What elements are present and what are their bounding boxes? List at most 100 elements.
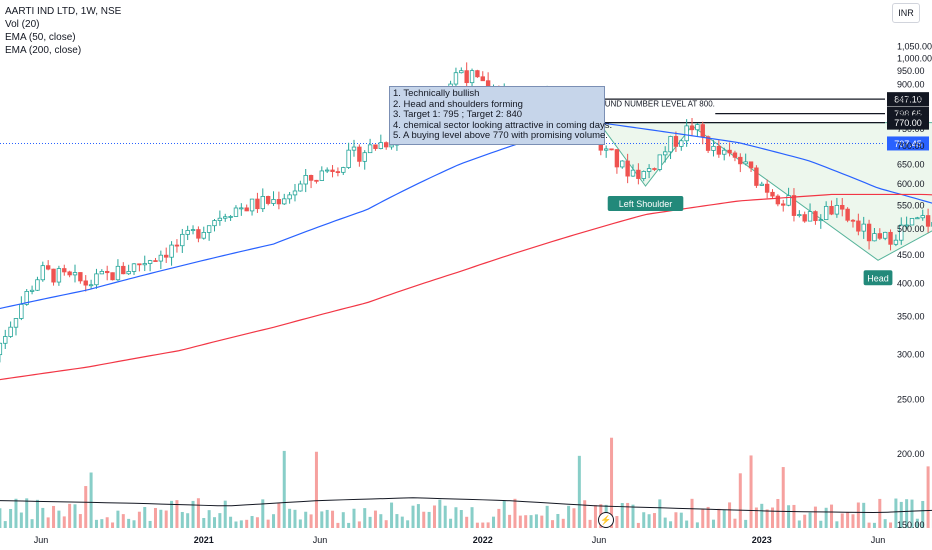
candle-body <box>791 195 797 216</box>
volume-bar <box>808 512 812 528</box>
candle-body <box>684 125 689 142</box>
candle-body <box>705 136 711 151</box>
volume-bar <box>856 502 860 528</box>
volume-bar <box>717 508 721 528</box>
currency-button[interactable]: INR <box>892 3 920 23</box>
ema200-indicator-label[interactable]: EMA (200, close) <box>5 45 82 56</box>
note-line: 2. Head and shoulders forming <box>393 98 523 110</box>
current-price-tag <box>887 136 929 151</box>
volume-bar <box>722 509 726 528</box>
volume-bar <box>207 510 211 528</box>
left-shoulder-label-bg <box>607 196 684 212</box>
analysis-note[interactable]: 1. Technically bullish 2. Head and shoul… <box>389 86 613 145</box>
candle-body <box>668 136 673 153</box>
candle-body <box>29 289 35 292</box>
volume-bar <box>690 498 694 528</box>
candle-body <box>727 149 732 154</box>
y-tick-label: 950.00 <box>897 66 925 76</box>
candle-body <box>131 263 137 272</box>
volume-bar <box>443 505 447 528</box>
volume-bar <box>583 500 587 528</box>
candle-body <box>40 265 46 281</box>
volume-bar <box>320 511 324 528</box>
candle-body <box>834 204 840 215</box>
candle-body <box>324 169 330 172</box>
volume-bar <box>813 506 817 528</box>
volume-bar <box>534 514 538 528</box>
candle-body <box>625 160 630 177</box>
volume-bar <box>384 520 388 528</box>
volume-bar <box>100 519 104 528</box>
volume-bar <box>475 522 479 528</box>
candle-body <box>319 170 325 181</box>
candle-body <box>609 148 614 151</box>
volume-bar <box>910 499 914 528</box>
candle-body <box>770 191 775 197</box>
candle-body <box>233 207 239 217</box>
volume-bar <box>373 510 377 528</box>
candle-body <box>228 216 233 218</box>
volume-bar <box>733 518 737 528</box>
volume-bar <box>663 517 667 528</box>
volume-bar <box>304 511 308 528</box>
candle-body <box>845 208 850 221</box>
volume-bar <box>180 511 184 528</box>
y-tick-label: 150.00 <box>897 520 925 530</box>
volume-bar <box>620 503 624 528</box>
candle-body <box>754 167 759 186</box>
volume-bar <box>872 522 876 528</box>
y-tick-label: 450.00 <box>897 250 925 260</box>
volume-bar <box>94 519 98 528</box>
y-tick-label: 400.00 <box>897 279 925 289</box>
volume-bar <box>685 520 689 528</box>
volume-bar <box>111 522 115 528</box>
y-tick-label: 900.00 <box>897 79 925 89</box>
candle-body <box>475 70 480 78</box>
volume-bar <box>631 504 635 528</box>
candle-body <box>276 199 282 205</box>
candle-body <box>373 144 378 149</box>
volume-indicator-label[interactable]: Vol (20) <box>5 19 40 30</box>
level-price-label: 798.65 <box>894 109 922 119</box>
volume-bar <box>213 517 217 528</box>
candle-body <box>341 167 346 173</box>
candle-body <box>813 211 818 222</box>
volume-bar <box>68 503 72 528</box>
volume-bar <box>797 520 801 528</box>
volume-bar <box>652 513 656 528</box>
candle-body <box>722 149 727 155</box>
volume-bar <box>518 515 522 528</box>
ema50-indicator-label[interactable]: EMA (50, close) <box>5 32 76 43</box>
volume-bar <box>250 516 254 528</box>
symbol-title[interactable]: AARTI IND LTD, 1W, NSE <box>5 6 122 17</box>
candle-body <box>249 198 255 212</box>
level-price-tag <box>887 115 929 130</box>
volume-bar <box>771 507 775 528</box>
lightning-icon[interactable]: ⚡ <box>598 512 614 528</box>
volume-bar <box>331 510 335 528</box>
candle-body <box>893 239 899 245</box>
candle-body <box>255 198 260 210</box>
volume-bar <box>105 517 109 528</box>
candle-body <box>351 146 357 151</box>
volume-bar <box>25 498 29 528</box>
volume-bar <box>803 514 807 528</box>
volume-bar <box>674 512 678 528</box>
candle-body <box>35 279 40 291</box>
y-tick-label: 850.00 <box>897 93 925 103</box>
volume-bar <box>706 506 710 528</box>
volume-bar <box>116 510 120 528</box>
note-line: 3. Target 1: 795 ; Target 2: 840 <box>393 109 523 121</box>
y-tick-label: 350.00 <box>897 312 925 322</box>
volume-bar <box>153 507 157 528</box>
volume-bar <box>626 502 630 528</box>
y-tick-label: 750.00 <box>897 124 925 134</box>
volume-bar <box>218 513 222 528</box>
volume-bar <box>78 514 82 528</box>
volume-bar <box>470 507 474 528</box>
note-line: 4. chemical sector looking attractive in… <box>393 119 613 131</box>
candle-body <box>121 265 126 275</box>
candle-body <box>282 198 287 205</box>
candle-body <box>920 215 925 219</box>
